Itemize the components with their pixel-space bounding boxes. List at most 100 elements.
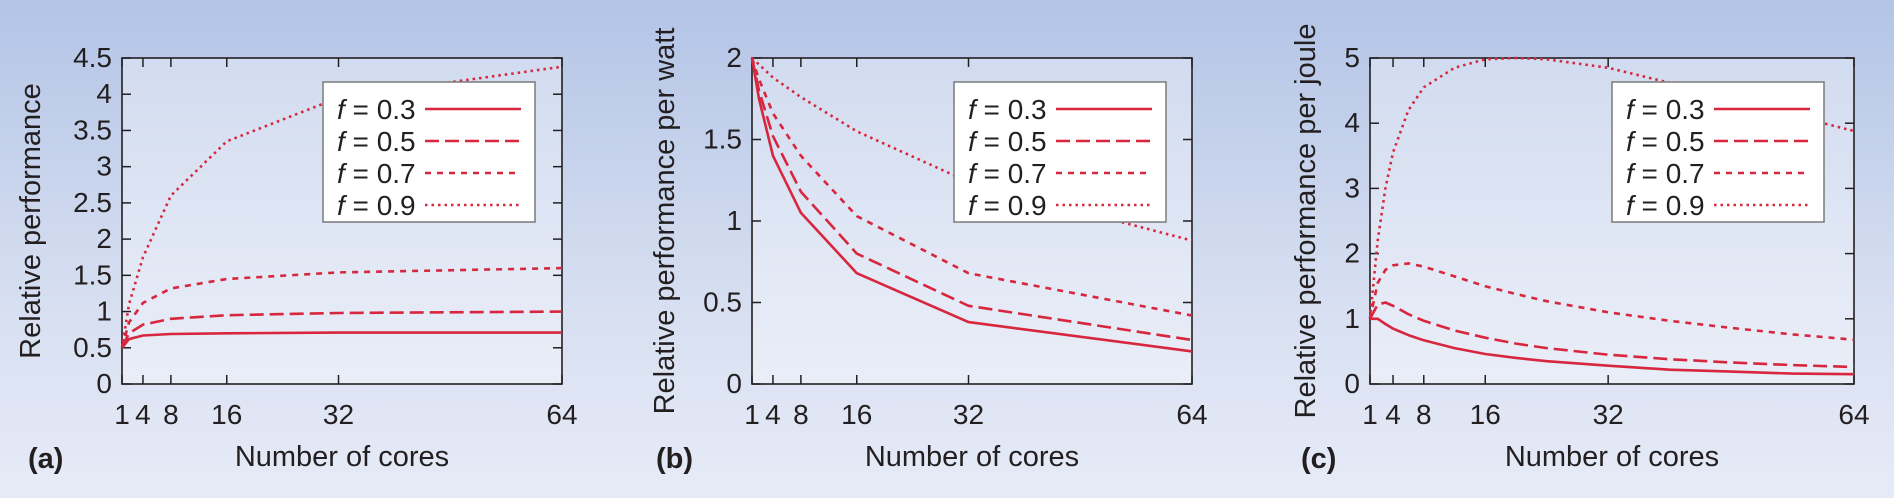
x-tick-label: 16	[1470, 399, 1501, 430]
legend-entry-label: f = 0.5	[337, 126, 416, 157]
legend-series-name: 0.5	[1666, 126, 1705, 157]
x-tick-label: 4	[1385, 399, 1401, 430]
legend-entry-label: f = 0.7	[337, 158, 416, 189]
legend-series-name: 0.9	[1666, 190, 1705, 221]
legend-variable: f	[337, 158, 348, 189]
y-tick-label: 1	[1344, 303, 1360, 334]
series-line-f-0.7	[1368, 262, 1855, 341]
legend-equals: =	[1634, 94, 1666, 125]
legend-entry-label: f = 0.5	[968, 126, 1047, 157]
x-tick-label: 16	[211, 399, 242, 430]
y-tick-label: 0	[96, 368, 112, 399]
x-tick-label: 64	[546, 399, 577, 430]
series-line-f-0.5	[750, 57, 1193, 342]
series-line-f-0.3	[120, 331, 562, 349]
x-tick-label: 1	[1362, 399, 1378, 430]
x-tick-label: 8	[1416, 399, 1432, 430]
x-tick-label: 16	[841, 399, 872, 430]
legend-variable: f	[337, 190, 348, 221]
legend: f = 0.3f = 0.5f = 0.7f = 0.9	[322, 81, 536, 223]
legend-equals: =	[345, 158, 377, 189]
legend-variable: f	[1626, 126, 1637, 157]
x-tick-label: 64	[1176, 399, 1207, 430]
x-tick-label: 32	[1593, 399, 1624, 430]
y-axis-title: Relative performance	[15, 83, 47, 359]
legend-variable: f	[337, 94, 348, 125]
legend-entry-label: f = 0.3	[968, 94, 1047, 125]
y-axis-title: Relative performance per joule	[1290, 24, 1322, 419]
legend-series-name: 0.5	[377, 126, 416, 157]
x-tick-label: 1	[744, 399, 760, 430]
x-tick-label: 8	[163, 399, 179, 430]
legend-series-name: 0.3	[377, 94, 416, 125]
x-tick-label: 4	[765, 399, 781, 430]
series-line-f-0.3	[1370, 317, 1855, 376]
legend-entry-label: f = 0.9	[1626, 190, 1705, 221]
x-axis-title: Number of cores	[1505, 441, 1719, 473]
y-tick-label: 2	[96, 223, 112, 254]
legend-series-name: 0.3	[1666, 94, 1705, 125]
y-tick-label: 3	[1344, 172, 1360, 203]
y-tick-label: 4	[1344, 107, 1360, 138]
legend-equals: =	[345, 94, 377, 125]
x-axis-title: Number of cores	[235, 441, 449, 473]
legend-series-name: 0.3	[1008, 94, 1047, 125]
y-tick-label: 1.5	[703, 124, 742, 155]
panel-label: (c)	[1301, 443, 1336, 475]
legend-equals: =	[1634, 126, 1666, 157]
series-line-f-0.7	[750, 57, 1193, 317]
legend-entry-label: f = 0.9	[337, 190, 416, 221]
panel-label: (b)	[656, 443, 693, 475]
panel-label: (a)	[28, 443, 63, 475]
legend-variable: f	[968, 94, 979, 125]
y-tick-label: 0	[1344, 368, 1360, 399]
legend-equals: =	[976, 94, 1008, 125]
legend-variable: f	[1626, 190, 1637, 221]
y-tick-label: 1.5	[73, 259, 112, 290]
x-tick-label: 1	[114, 399, 130, 430]
legend-series-name: 0.7	[1008, 158, 1047, 189]
y-tick-label: 2.5	[73, 187, 112, 218]
y-tick-label: 3	[96, 151, 112, 182]
y-tick-label: 5	[1344, 42, 1360, 73]
legend-equals: =	[345, 190, 377, 221]
legend-variable: f	[968, 190, 979, 221]
legend-variable: f	[1626, 94, 1637, 125]
legend-series-name: 0.5	[1008, 126, 1047, 157]
legend-equals: =	[1634, 190, 1666, 221]
series-line-f-0.5	[120, 310, 563, 349]
legend-entry-label: f = 0.5	[1626, 126, 1705, 157]
x-tick-label: 64	[1838, 399, 1869, 430]
legend-series-name: 0.9	[1008, 190, 1047, 221]
legend-series-name: 0.7	[377, 158, 416, 189]
y-tick-label: 0.5	[73, 332, 112, 363]
y-tick-label: 2	[726, 42, 742, 73]
legend-entry-label: f = 0.3	[1626, 94, 1705, 125]
x-tick-label: 32	[953, 399, 984, 430]
legend-equals: =	[1634, 158, 1666, 189]
legend-variable: f	[1626, 158, 1637, 189]
legend: f = 0.3f = 0.5f = 0.7f = 0.9	[1611, 81, 1825, 223]
series-line-f-0.9	[1368, 56, 1855, 319]
legend-equals: =	[976, 126, 1008, 157]
legend-equals: =	[345, 126, 377, 157]
legend-box	[953, 81, 1167, 223]
x-tick-label: 8	[793, 399, 809, 430]
legend-variable: f	[968, 126, 979, 157]
y-tick-label: 1	[96, 296, 112, 327]
y-tick-label: 1	[726, 205, 742, 236]
legend-box	[322, 81, 536, 223]
series-line-f-0.5	[1368, 301, 1855, 369]
y-tick-label: 3.5	[73, 114, 112, 145]
legend-equals: =	[976, 190, 1008, 221]
series-line-f-0.3	[750, 57, 1193, 353]
y-tick-label: 4.5	[73, 42, 112, 73]
y-tick-label: 0	[726, 368, 742, 399]
y-tick-label: 2	[1344, 238, 1360, 269]
chart-panel-a: 00.511.522.533.544.51 4 8 16 32 64f = 0.3f = …	[15, 42, 578, 475]
legend-box	[1611, 81, 1825, 223]
y-axis-title: Relative performance per watt	[649, 28, 681, 415]
x-tick-label: 4	[135, 399, 151, 430]
